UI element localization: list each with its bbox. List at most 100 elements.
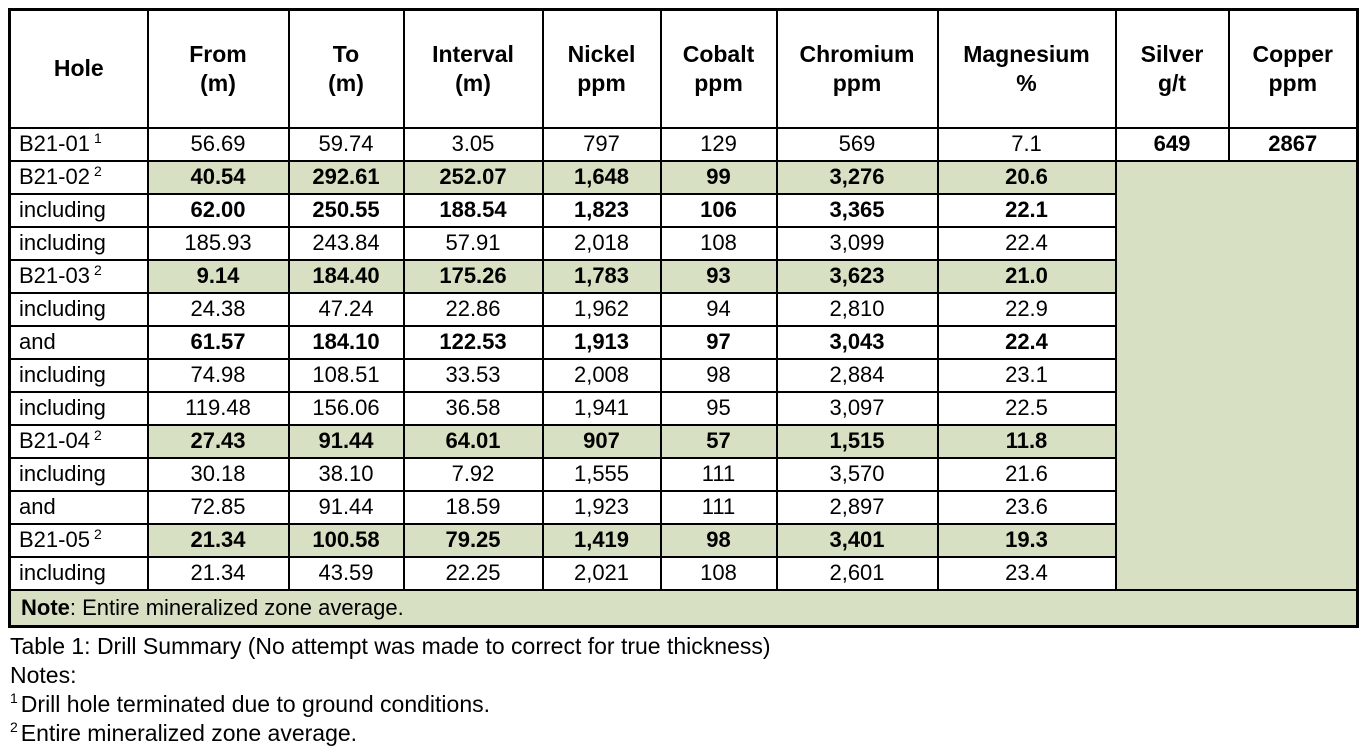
cell-hole: B21-05 2 xyxy=(8,522,149,558)
cell-cobalt: 95 xyxy=(659,390,778,426)
cell-interval: 33.53 xyxy=(402,357,544,393)
cell-to: 59.74 xyxy=(287,126,405,162)
cell-from: 30.18 xyxy=(146,456,290,492)
cell-hole: including xyxy=(8,225,149,261)
col-header-from: From (m) xyxy=(146,8,290,129)
footnote-marker: 2 xyxy=(93,162,102,179)
table-row: including 30.18 38.10 7.92 1,555 111 3,5… xyxy=(8,456,1358,492)
table-row: including 185.93 243.84 57.91 2,018 108 … xyxy=(8,225,1358,261)
cell-chromium: 3,570 xyxy=(775,456,939,492)
hole-id: including xyxy=(19,395,106,420)
cell-cobalt: 97 xyxy=(659,324,778,360)
cell-from: 61.57 xyxy=(146,324,290,360)
cell-nickel: 1,941 xyxy=(541,390,662,426)
cell-interval: 22.25 xyxy=(402,555,544,591)
cell-from: 185.93 xyxy=(146,225,290,261)
table-row: including 21.34 43.59 22.25 2,021 108 2,… xyxy=(8,555,1358,591)
hole-id: and xyxy=(19,329,56,354)
table-row: and 61.57 184.10 122.53 1,913 97 3,043 2… xyxy=(8,324,1358,360)
cell-interval: 18.59 xyxy=(402,489,544,525)
silver-copper-empty-cell xyxy=(1114,159,1359,591)
cell-hole: including xyxy=(8,456,149,492)
cell-chromium: 3,623 xyxy=(775,258,939,294)
cell-interval: 7.92 xyxy=(402,456,544,492)
cell-nickel: 1,923 xyxy=(541,489,662,525)
hole-id: including xyxy=(19,461,106,486)
cell-chromium: 3,099 xyxy=(775,225,939,261)
cell-cobalt: 93 xyxy=(659,258,778,294)
cell-chromium: 569 xyxy=(775,126,939,162)
footnote-1-text: Drill hole terminated due to ground cond… xyxy=(20,691,491,717)
cell-nickel: 1,419 xyxy=(541,522,662,558)
cell-hole: including xyxy=(8,357,149,393)
cell-hole: including xyxy=(8,390,149,426)
cell-to: 91.44 xyxy=(287,423,405,459)
note-row: Note: Entire mineralized zone average. xyxy=(8,588,1359,628)
drill-summary-table: Hole From (m) To (m) Interval (m) Nickel… xyxy=(8,8,1359,628)
cell-to: 292.61 xyxy=(287,159,405,195)
hole-id: including xyxy=(19,197,106,222)
table-row: B21-01 1 56.69 59.74 3.05 797 129 569 7.1… xyxy=(8,126,1359,162)
cell-interval: 79.25 xyxy=(402,522,544,558)
cell-hole: and xyxy=(8,324,149,360)
table-row: B21-05 2 21.34 100.58 79.25 1,419 98 3,40… xyxy=(8,522,1358,558)
cell-from: 40.54 xyxy=(146,159,290,195)
footnote-marker: 2 xyxy=(93,261,102,278)
cell-magnesium: 23.1 xyxy=(936,357,1117,393)
cell-hole: and xyxy=(8,489,149,525)
table-row: including 119.48 156.06 36.58 1,941 95 3… xyxy=(8,390,1358,426)
cell-chromium: 2,601 xyxy=(775,555,939,591)
cell-cobalt: 57 xyxy=(659,423,778,459)
cell-from: 72.85 xyxy=(146,489,290,525)
col-header-nickel: Nickel ppm xyxy=(541,8,662,129)
col-header-magnesium: Magnesium % xyxy=(936,8,1117,129)
cell-from: 27.43 xyxy=(146,423,290,459)
cell-chromium: 1,515 xyxy=(775,423,939,459)
footnote-1: 1 Drill hole terminated due to ground con… xyxy=(10,690,1356,719)
notes-heading: Notes: xyxy=(10,662,77,688)
cell-cobalt: 98 xyxy=(659,522,778,558)
cell-cobalt: 98 xyxy=(659,357,778,393)
cell-hole: including xyxy=(8,555,149,591)
hole-id: B21-05 xyxy=(19,527,90,552)
cell-cobalt: 94 xyxy=(659,291,778,327)
cell-magnesium: 21.6 xyxy=(936,456,1117,492)
cell-chromium: 3,097 xyxy=(775,390,939,426)
cell-chromium: 2,810 xyxy=(775,291,939,327)
cell-magnesium: 22.4 xyxy=(936,225,1117,261)
cell-to: 156.06 xyxy=(287,390,405,426)
hole-id: including xyxy=(19,560,106,585)
cell-to: 47.24 xyxy=(287,291,405,327)
cell-cobalt: 99 xyxy=(659,159,778,195)
table-row: including 74.98 108.51 33.53 2,008 98 2,… xyxy=(8,357,1358,393)
cell-copper: 2867 xyxy=(1227,126,1359,162)
hole-id: including xyxy=(19,230,106,255)
table-row: including 24.38 47.24 22.86 1,962 94 2,8… xyxy=(8,291,1358,327)
cell-to: 43.59 xyxy=(287,555,405,591)
cell-cobalt: 106 xyxy=(659,192,778,228)
cell-nickel: 1,823 xyxy=(541,192,662,228)
cell-hole: B21-01 1 xyxy=(8,126,149,162)
cell-interval: 22.86 xyxy=(402,291,544,327)
cell-interval: 64.01 xyxy=(402,423,544,459)
cell-magnesium: 19.3 xyxy=(936,522,1117,558)
col-header-silver: Silver g/t xyxy=(1114,8,1230,129)
hole-id: B21-02 xyxy=(19,164,90,189)
cell-to: 243.84 xyxy=(287,225,405,261)
cell-nickel: 1,783 xyxy=(541,258,662,294)
cell-interval: 3.05 xyxy=(402,126,544,162)
col-header-cobalt: Cobalt ppm xyxy=(659,8,778,129)
cell-nickel: 1,962 xyxy=(541,291,662,327)
cell-chromium: 2,897 xyxy=(775,489,939,525)
cell-interval: 36.58 xyxy=(402,390,544,426)
cell-from: 21.34 xyxy=(146,522,290,558)
hole-id: including xyxy=(19,362,106,387)
hole-id: B21-03 xyxy=(19,263,90,288)
cell-to: 100.58 xyxy=(287,522,405,558)
cell-interval: 57.91 xyxy=(402,225,544,261)
footnote-marker: 1 xyxy=(93,129,102,146)
footnote-1-marker: 1 xyxy=(10,690,18,707)
cell-magnesium: 22.1 xyxy=(936,192,1117,228)
cell-magnesium: 22.5 xyxy=(936,390,1117,426)
